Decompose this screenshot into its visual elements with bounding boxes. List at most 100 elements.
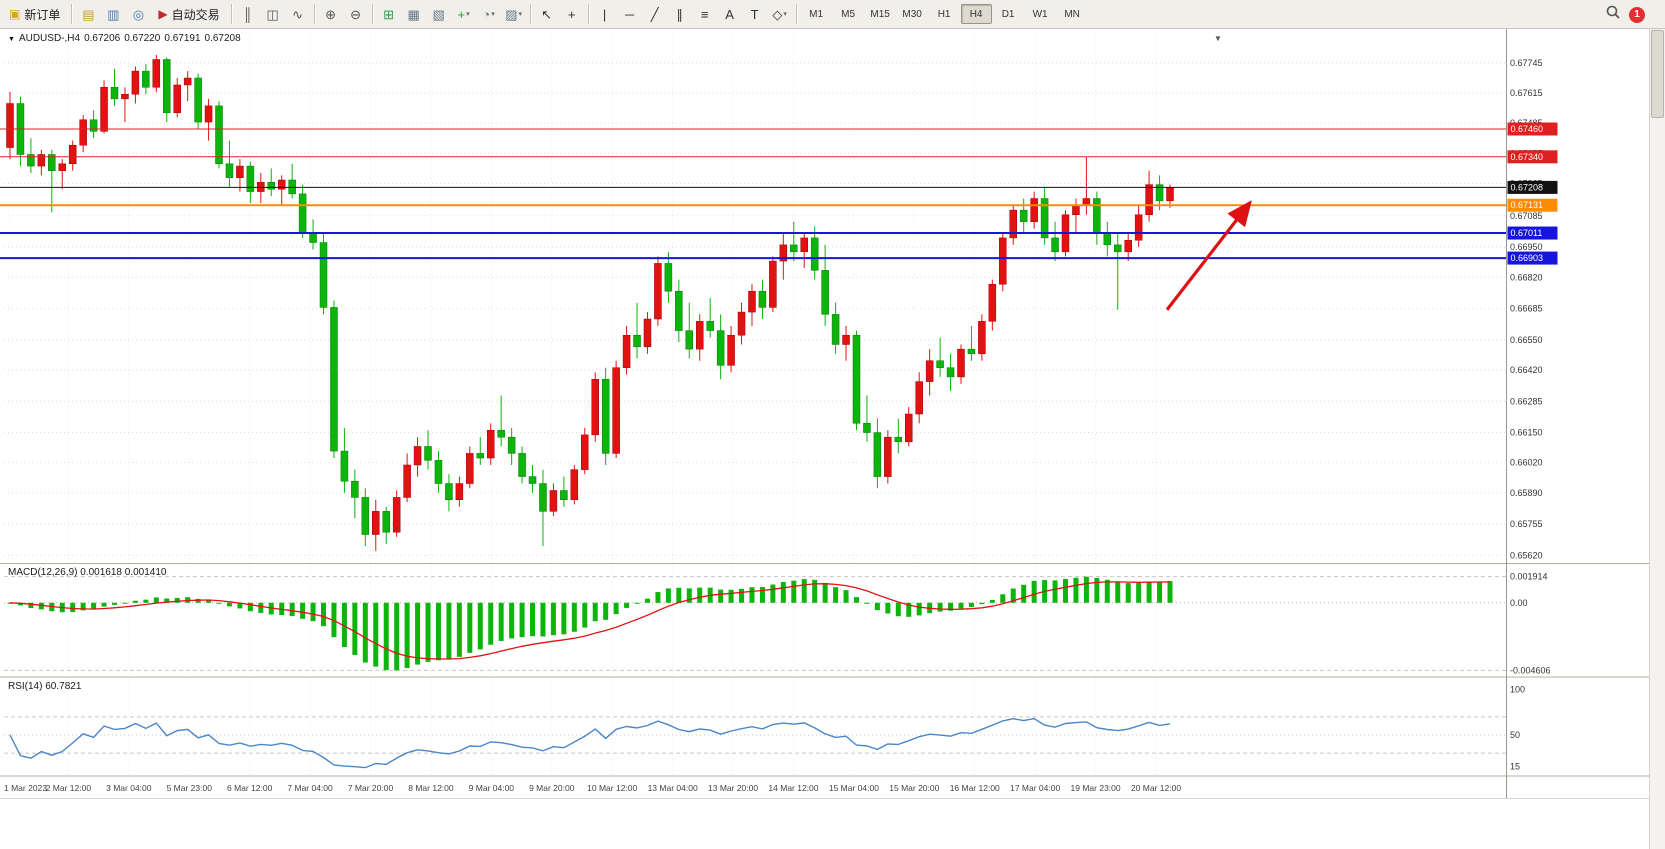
trendline-icon[interactable]: ╱ xyxy=(643,3,667,25)
macd-histogram-bar xyxy=(226,602,232,607)
macd-histogram-bar xyxy=(1157,581,1163,603)
text-label-icon[interactable]: T xyxy=(743,3,767,25)
notification-badge[interactable]: 1 xyxy=(1629,6,1645,23)
macd-histogram-bar xyxy=(425,602,431,662)
support-line-orange-badge xyxy=(1507,198,1558,212)
macd-histogram-bar xyxy=(979,602,985,605)
horizontal-line-icon[interactable]: ─ xyxy=(618,3,642,25)
macd-histogram-bar xyxy=(1136,582,1142,603)
crosshair-icon[interactable]: + xyxy=(560,3,584,25)
new-order-button[interactable]: ▣ 新订单 xyxy=(2,2,67,26)
equidistant-channel-icon[interactable]: ∥ xyxy=(668,3,692,25)
macd-histogram-bar xyxy=(132,600,138,603)
macd-histogram-bar xyxy=(80,602,86,611)
zoom-in-icon[interactable]: ⊕ xyxy=(319,3,343,25)
scrollbar-thumb[interactable] xyxy=(1651,30,1664,118)
vertical-line-icon-glyph: | xyxy=(602,6,607,22)
timeframe-m1-button[interactable]: M1 xyxy=(809,8,824,20)
templates-icon-dropdown-arrow[interactable]: ▾ xyxy=(518,11,523,18)
toolbar-separator xyxy=(371,4,373,24)
equidistant-channel-icon-glyph: ∥ xyxy=(676,6,683,22)
candle-body xyxy=(581,434,589,470)
support-line-blue-1-badge-label: 0.67011 xyxy=(1511,228,1543,238)
vertical-scrollbar[interactable] xyxy=(1649,28,1665,849)
tile-windows-icon-glyph: ⊞ xyxy=(383,6,395,22)
crosshair-icon-glyph: + xyxy=(567,6,576,22)
indicators-icon-dropdown-arrow[interactable]: ▾ xyxy=(466,11,470,18)
strategy-tester-icon[interactable]: ◎ xyxy=(126,3,150,25)
candlestick-chart-icon[interactable]: ◫ xyxy=(261,3,285,25)
cascade-windows-icon-glyph: ▦ xyxy=(407,6,420,22)
time-axis-label: 13 Mar 20:00 xyxy=(708,783,758,793)
candle-body xyxy=(403,464,411,498)
candle-body xyxy=(549,490,558,512)
auto-trading-button[interactable]: ▶ 自动交易 xyxy=(151,2,226,26)
arrows-icon[interactable]: ◇ ▾ xyxy=(768,3,792,25)
chart-dropdown-icon[interactable]: ▼ xyxy=(8,36,15,43)
macd-histogram-bar xyxy=(341,602,347,647)
support-line-blue-2-badge-label: 0.66903 xyxy=(1511,253,1544,263)
candle-body xyxy=(1145,184,1153,215)
line-chart-icon[interactable]: ∿ xyxy=(286,3,310,25)
vertical-line-icon[interactable]: | xyxy=(593,3,617,25)
macd-histogram-bar xyxy=(258,602,264,613)
price-axis-label: 0.65620 xyxy=(1510,550,1543,560)
time-axis-label: 19 Mar 23:00 xyxy=(1071,783,1121,793)
candle-body xyxy=(716,330,725,366)
macd-histogram-bar xyxy=(582,602,588,628)
data-window-icon[interactable]: ▥ xyxy=(101,3,125,25)
chart-shift-marker[interactable]: ▼ xyxy=(1214,34,1222,43)
arrange-windows-icon[interactable]: ▧ xyxy=(427,3,451,25)
timeframe-m30-button[interactable]: M30 xyxy=(902,8,922,20)
macd-histogram-bar xyxy=(749,587,755,603)
templates-icon[interactable]: ▨ ▾ xyxy=(502,3,526,25)
candle-body xyxy=(675,290,683,331)
candle-body xyxy=(779,244,788,262)
time-axis-label: 16 Mar 12:00 xyxy=(950,783,1000,793)
candle-body xyxy=(330,307,338,452)
candle-body xyxy=(48,154,56,171)
indicators-icon[interactable]: + ▾ xyxy=(452,3,476,25)
macd-histogram-bar xyxy=(739,588,745,603)
macd-histogram-bar xyxy=(885,602,891,614)
macd-histogram-bar xyxy=(352,602,358,655)
time-axis-label: 6 Mar 12:00 xyxy=(227,783,273,793)
tile-windows-icon[interactable]: ⊞ xyxy=(377,3,401,25)
periods-icon-dropdown-arrow[interactable]: ▾ xyxy=(491,11,495,18)
timeframe-h1-button[interactable]: H1 xyxy=(937,8,951,20)
fibonacci-icon[interactable]: ≡ xyxy=(693,3,717,25)
macd-histogram-bar xyxy=(122,602,128,604)
toolbar-separator xyxy=(71,4,73,24)
candle-body xyxy=(424,446,432,461)
price-axis-label: 0.67745 xyxy=(1510,58,1543,68)
bar-chart-icon[interactable]: ║ xyxy=(236,3,260,25)
candle-body xyxy=(1072,205,1080,215)
timeframe-h4-button[interactable]: H4 xyxy=(960,4,992,24)
arrows-icon-dropdown-arrow[interactable]: ▾ xyxy=(783,11,787,18)
timeframe-mn-button[interactable]: MN xyxy=(1064,8,1080,20)
timeframe-w1-button[interactable]: W1 xyxy=(1032,8,1048,20)
periods-icon[interactable]: ◔ ▾ xyxy=(477,3,501,25)
candle-body xyxy=(1103,233,1112,246)
macd-histogram-bar xyxy=(28,602,34,608)
text-icon[interactable]: A xyxy=(718,3,742,25)
market-watch-icon[interactable]: ▤ xyxy=(76,3,100,25)
candle-body xyxy=(633,334,641,348)
macd-histogram-bar xyxy=(801,579,807,603)
macd-histogram-bar xyxy=(592,602,598,622)
timeframe-d1-button[interactable]: D1 xyxy=(1001,8,1015,20)
candle-body xyxy=(978,321,986,355)
cursor-icon-glyph: ↖ xyxy=(541,6,553,22)
candle-body xyxy=(1166,187,1174,202)
timeframe-m5-button[interactable]: M5 xyxy=(841,8,856,20)
toolbar-separator xyxy=(529,4,531,24)
cursor-icon[interactable]: ↖ xyxy=(535,3,559,25)
cascade-windows-icon[interactable]: ▦ xyxy=(402,3,426,25)
timeframe-m15-button[interactable]: M15 xyxy=(870,8,890,20)
search-icon[interactable] xyxy=(1605,4,1621,25)
trend-arrow[interactable] xyxy=(1165,200,1252,311)
zoom-out-icon[interactable]: ⊖ xyxy=(344,3,368,25)
candle-body xyxy=(915,381,923,415)
ohlc-high: 0.67220 xyxy=(124,33,161,44)
